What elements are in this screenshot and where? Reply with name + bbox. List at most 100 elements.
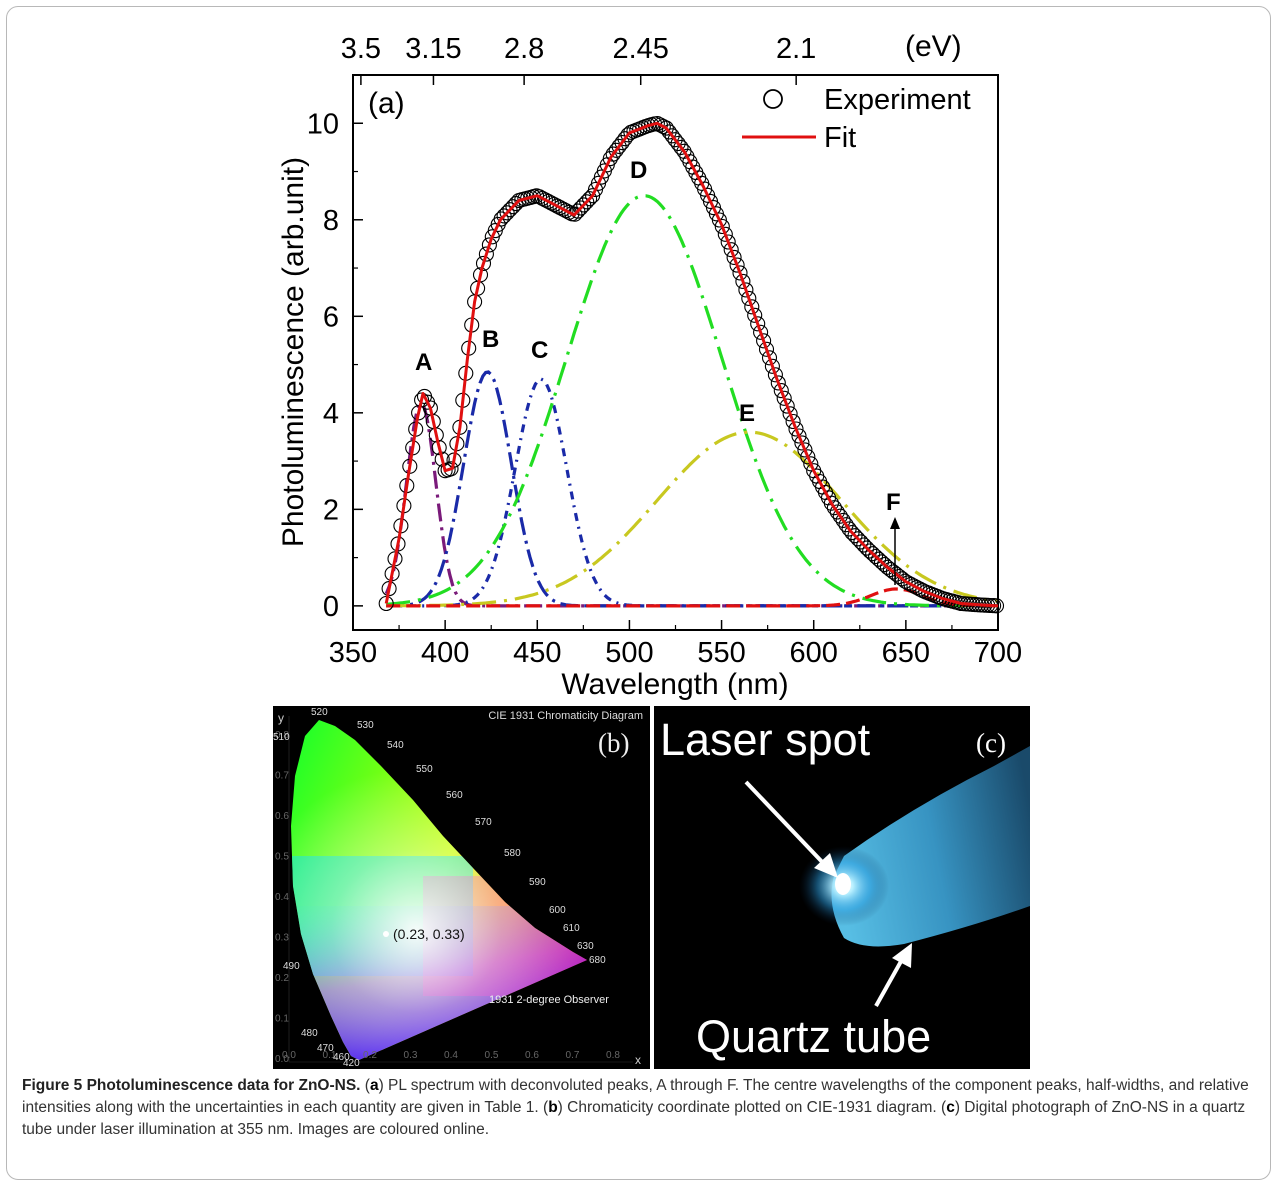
experiment-point	[838, 517, 854, 533]
caption-part-c: ) Digital photograph of ZnO-NS in a quar…	[22, 1099, 1246, 1138]
top-tick-label: 2.45	[612, 33, 668, 65]
experiment-point	[717, 226, 733, 242]
experiment-point	[493, 211, 509, 227]
y-axis-title: Photoluminescence (arb.unit)	[277, 157, 310, 547]
experiment-point	[714, 218, 730, 235]
fit-line	[384, 121, 999, 608]
caption-a-key: a	[369, 1077, 379, 1094]
cie-y-tick-label: 0.4	[275, 892, 289, 903]
experiment-point	[723, 242, 739, 258]
quartz-tube-label: Quartz tube	[696, 1011, 931, 1062]
x-tick-label: 450	[513, 637, 561, 669]
top-tick-label: 3.5	[341, 33, 381, 65]
experiment-point	[664, 128, 680, 144]
cie-wavelength-label: 590	[529, 877, 546, 888]
cie-wavelength-label: 600	[549, 905, 566, 916]
experiment-point	[502, 202, 518, 218]
experiment-point	[868, 548, 884, 565]
cie-wavelength-label: 460	[333, 1052, 350, 1063]
cie-x-tick-label: 0.7	[566, 1050, 580, 1061]
cie-y-tick-label: 0.8	[275, 730, 289, 741]
experiment-point	[673, 139, 689, 155]
laser-spot-label: Laser spot	[660, 714, 871, 765]
x-tick-label: 400	[421, 637, 469, 669]
laser-spot-core	[835, 873, 851, 895]
laser-spot-arrowhead	[814, 853, 838, 878]
axis-grid	[288, 716, 633, 1063]
cie-wavelength-label: 480	[301, 1028, 318, 1039]
experiment-point	[570, 203, 586, 219]
cie-x-tick-label: 0.5	[485, 1050, 499, 1061]
cie-y-tick-label: 0.6	[275, 811, 289, 822]
experiment-point	[850, 531, 866, 547]
caption-title: Figure 5 Photoluminescence data for ZnO-…	[22, 1077, 361, 1094]
experiment-point	[655, 118, 671, 135]
quartz-tube-arrow	[874, 955, 906, 1007]
cie-x-tick-label: 0.4	[444, 1050, 458, 1061]
experiment-point	[608, 142, 624, 158]
cie-diagram: 0.0 0.1 0.2 0.3 0.4 0.5 0.6 0.7 0.8 0.8 0.7 0.6 0.5 0…	[273, 707, 643, 1069]
experiment-point	[481, 237, 497, 253]
cie-chromaticity-panel: 0.0 0.1 0.2 0.3 0.4 0.5 0.6 0.7 0.8 0.8 0.7 0.6 0.5 0…	[273, 706, 650, 1069]
cie-x-tick-label: 0.6	[525, 1050, 539, 1061]
y-tick-label: 4	[323, 398, 339, 430]
panel-a-label: (a)	[368, 87, 405, 120]
top-tick-label: 2.8	[504, 33, 544, 65]
cie-wavelength-label: 510	[273, 732, 290, 743]
caption-b-key: b	[548, 1099, 558, 1116]
cie-x-tick-label: 0.0	[282, 1050, 296, 1061]
experiment-point	[847, 528, 863, 544]
cie-y-tick-label: 0.7	[275, 771, 289, 782]
peak-label-e: E	[739, 400, 755, 427]
experiment-point	[747, 307, 763, 323]
cie-y-axis-letter: y	[278, 711, 284, 725]
chromaticity-gamut	[291, 720, 587, 1060]
cie-wavelength-label: 420	[343, 1058, 360, 1069]
experiment-point	[797, 442, 813, 458]
figure-caption: Figure 5 Photoluminescence data for ZnO-…	[22, 1077, 1249, 1138]
peak-curve-d	[386, 194, 998, 608]
peak-label-c: C	[531, 337, 548, 364]
caption-c-key: c	[946, 1099, 955, 1116]
legend-fit-label: Fit	[824, 122, 856, 154]
plot-area	[352, 74, 999, 631]
experiment-point	[770, 375, 786, 391]
experiment-point	[829, 504, 845, 520]
experiment-point	[856, 537, 872, 553]
cie-wavelength-label: 610	[563, 923, 580, 934]
cie-wavelength-label: 540	[387, 740, 404, 751]
experiment-point	[832, 508, 848, 524]
experiment-point	[726, 249, 742, 265]
cie-y-tick-label: 0.5	[275, 852, 289, 863]
peak-f-arrowhead	[890, 517, 900, 529]
experiment-point	[732, 265, 748, 281]
experiment-point	[582, 191, 598, 207]
experiment-point	[853, 534, 869, 550]
experiment-point	[499, 205, 515, 221]
experiment-point	[605, 146, 621, 162]
cie-wavelength-label: 520	[311, 707, 328, 718]
experiment-point	[767, 367, 783, 383]
cie-wavelength-label: 560	[446, 790, 463, 801]
x-tick-label: 500	[605, 637, 653, 669]
experiment-point	[738, 282, 754, 298]
axis-ticks	[352, 75, 999, 630]
experiment-point	[741, 290, 757, 306]
cie-x-tick-label: 0.2	[363, 1050, 377, 1061]
experiment-point	[865, 546, 881, 562]
experiment-point	[611, 138, 627, 154]
cie-y-tick-label: 0.0	[275, 1054, 289, 1065]
x-tick-label: 550	[697, 637, 745, 669]
experiment-point	[776, 390, 792, 406]
peak-curve-f	[386, 587, 998, 608]
experiment-point	[773, 383, 789, 399]
cie-wavelength-label: 550	[416, 764, 433, 775]
cie-wavelength-label: 570	[475, 817, 492, 828]
experiment-point	[826, 500, 842, 516]
x-axis-title: Wavelength (nm)	[561, 668, 788, 701]
cie-x-tick-label: 0.1	[323, 1050, 337, 1061]
peak-label-a: A	[415, 349, 432, 376]
x-tick-label: 350	[329, 637, 377, 669]
laser-photo-panel: Laser spot Quartz tube (c)	[654, 706, 1030, 1069]
experiment-point	[788, 421, 804, 437]
